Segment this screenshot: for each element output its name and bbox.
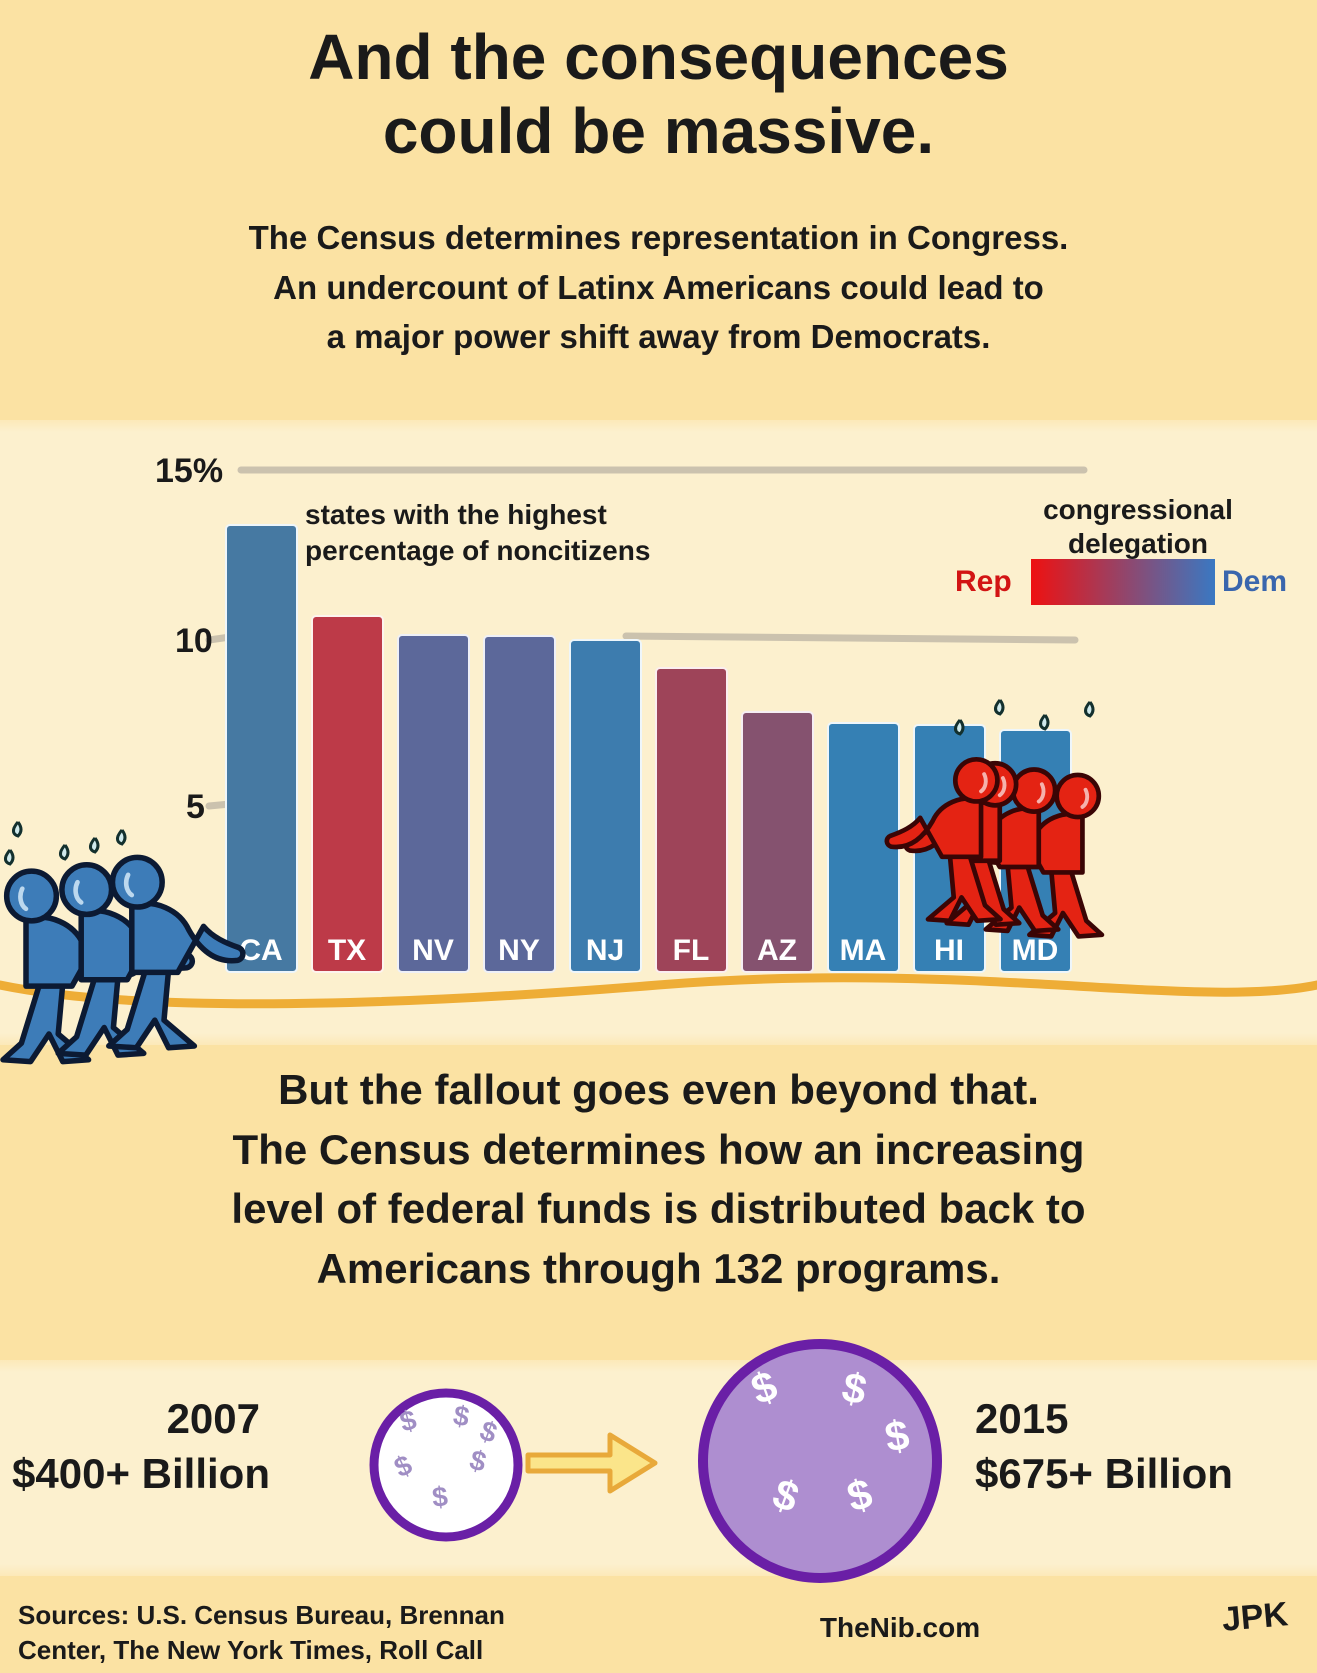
- svg-text:$: $: [431, 1481, 450, 1513]
